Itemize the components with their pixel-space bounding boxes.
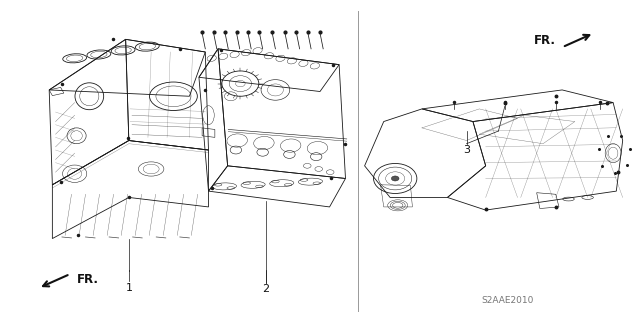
Text: 2: 2 xyxy=(262,284,269,294)
Text: S2AAE2010: S2AAE2010 xyxy=(482,296,534,305)
Text: FR.: FR. xyxy=(534,34,556,48)
Ellipse shape xyxy=(392,176,399,181)
Text: FR.: FR. xyxy=(77,273,99,286)
Text: 1: 1 xyxy=(125,283,132,293)
Text: 3: 3 xyxy=(463,145,470,155)
